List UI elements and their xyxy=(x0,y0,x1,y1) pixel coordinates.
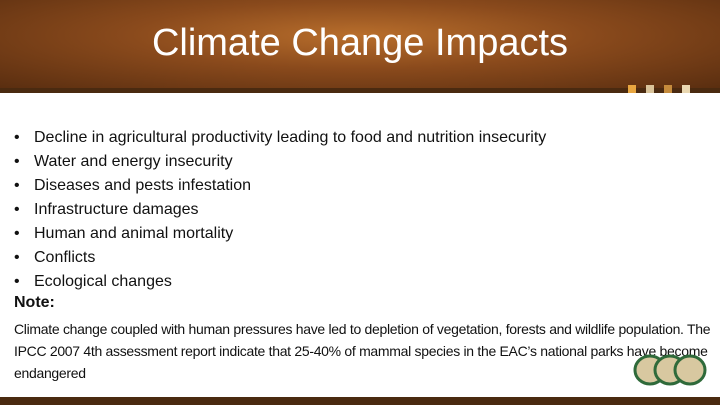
note-label: Note: xyxy=(14,294,55,311)
bullet-item: Decline in agricultural productivity lea… xyxy=(14,126,546,150)
bullet-item: Human and animal mortality xyxy=(14,222,546,246)
bullet-item: Conflicts xyxy=(14,246,546,270)
logo-circle xyxy=(673,354,707,386)
bullet-text: Human and animal mortality xyxy=(34,225,234,242)
decor-squares xyxy=(628,85,690,93)
note-text: Climate change coupled with human pressu… xyxy=(14,321,711,381)
bullet-text: Decline in agricultural productivity lea… xyxy=(34,129,547,146)
bullet-item: Infrastructure damages xyxy=(14,198,546,222)
decor-square xyxy=(664,85,672,93)
bullet-text: Water and energy insecurity xyxy=(34,153,233,170)
bullet-text: Ecological changes xyxy=(34,273,172,290)
bullet-list: Decline in agricultural productivity lea… xyxy=(14,126,546,294)
decor-square xyxy=(628,85,636,93)
bullet-item: Water and energy insecurity xyxy=(14,150,546,174)
bullet-text: Conflicts xyxy=(34,249,96,266)
decor-square xyxy=(646,85,654,93)
bullet-text: Diseases and pests infestation xyxy=(34,177,252,194)
bullet-text: Infrastructure damages xyxy=(34,201,199,218)
bullet-item: Ecological changes xyxy=(14,270,546,294)
decor-square xyxy=(682,85,690,93)
slide-title: Climate Change Impacts xyxy=(151,22,569,64)
header-band: Climate Change Impacts xyxy=(0,0,720,88)
header-rule xyxy=(0,88,720,93)
logo xyxy=(633,354,707,386)
footer-band xyxy=(0,397,720,405)
bullet-item: Diseases and pests infestation xyxy=(14,174,546,198)
